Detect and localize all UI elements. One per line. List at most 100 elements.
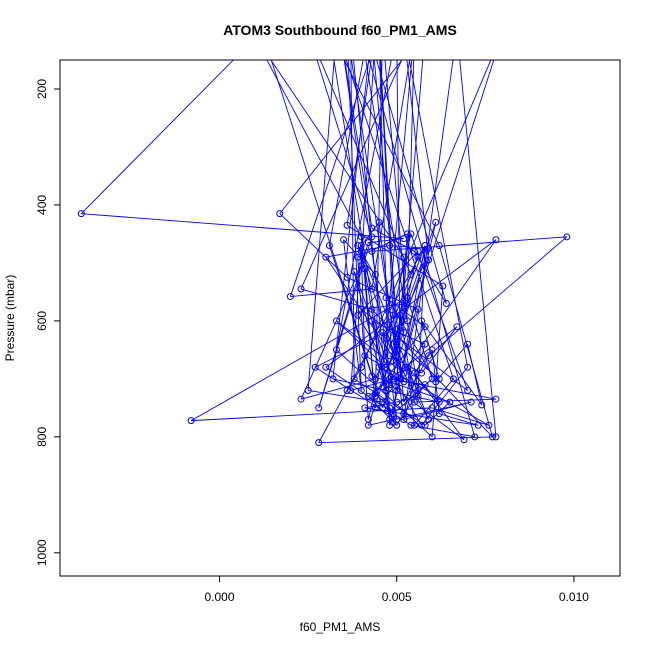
data-point: [435, 410, 443, 418]
data-point: [396, 311, 404, 319]
data-point: [386, 404, 394, 412]
data-point: [432, 218, 440, 226]
data-point: [315, 404, 323, 412]
data-point: [393, 357, 401, 365]
data-point: [400, 378, 408, 386]
series-line-segment: [428, 236, 568, 357]
y-tick-label: 600: [35, 311, 49, 331]
series-line-segment: [389, 378, 497, 400]
data-point: [386, 375, 394, 383]
data-point: [389, 410, 397, 418]
series-line-segment: [389, 384, 465, 441]
series-line-segment: [346, 224, 444, 287]
data-point: [464, 363, 472, 371]
data-point: [410, 398, 418, 406]
data-point: [563, 233, 571, 241]
data-point: [403, 317, 411, 325]
series-line-segment: [357, 257, 369, 420]
data-point: [371, 392, 379, 400]
data-point: [297, 285, 305, 293]
data-point: [414, 392, 422, 400]
series-line-segment: [365, 60, 419, 391]
data-point: [379, 398, 387, 406]
series-line-segment: [410, 424, 475, 438]
series-line-segment: [378, 366, 405, 383]
series-line-segment: [375, 259, 430, 380]
data-point: [442, 300, 450, 308]
data-point: [393, 386, 401, 394]
data-point: [400, 253, 408, 261]
series-line-segment: [308, 390, 383, 403]
data-point: [343, 273, 351, 281]
series-points: [77, 210, 571, 447]
series-line-segment: [375, 326, 426, 394]
data-point: [325, 242, 333, 250]
data-point: [474, 421, 482, 429]
series-line-segment: [353, 271, 394, 423]
series-line-segment: [300, 265, 362, 400]
data-point: [361, 404, 369, 412]
series-line-segment: [266, 60, 362, 238]
data-point: [418, 421, 426, 429]
x-tick-label: 0.005: [382, 590, 412, 604]
series-line-segment: [421, 326, 458, 374]
data-point: [382, 334, 390, 342]
data-point: [425, 256, 433, 264]
data-point: [357, 363, 365, 371]
y-tick-label: 1000: [35, 539, 49, 566]
series-line-segment: [81, 213, 404, 240]
data-point: [368, 317, 376, 325]
data-point: [357, 247, 365, 255]
data-point: [347, 386, 355, 394]
data-point: [464, 386, 472, 394]
data-point: [410, 247, 418, 255]
series-line-segment: [318, 436, 496, 444]
data-point: [389, 311, 397, 319]
y-tick-label: 800: [35, 427, 49, 447]
series-line-segment: [399, 245, 426, 379]
data-point: [403, 230, 411, 238]
data-point: [425, 352, 433, 360]
series-line-segment: [336, 60, 392, 350]
data-point: [485, 421, 493, 429]
series-line-segment: [300, 378, 376, 400]
data-point: [382, 294, 390, 302]
data-point: [393, 340, 401, 348]
series-line-segment: [421, 320, 483, 406]
data-point: [418, 369, 426, 377]
data-point: [414, 247, 422, 255]
series-line-segment: [279, 213, 348, 278]
data-point: [403, 294, 411, 302]
series-line-segment: [406, 60, 415, 304]
data-point: [464, 340, 472, 348]
data-point: [350, 375, 358, 383]
series-line-segment: [396, 395, 419, 403]
data-point: [410, 369, 418, 377]
data-point: [368, 285, 376, 293]
data-point: [375, 363, 383, 371]
series-line-segment: [396, 343, 440, 380]
series-line-segment: [350, 378, 394, 391]
series-line-segment: [459, 60, 497, 437]
series-line-segment: [344, 60, 373, 229]
series-line-segment: [289, 60, 370, 297]
series-line-segment: [371, 236, 567, 252]
data-point: [421, 340, 429, 348]
series-line-segment: [403, 60, 454, 420]
series-line-segment: [325, 245, 390, 258]
data-point: [421, 242, 429, 250]
series-line-segment: [424, 401, 451, 426]
series-line-segment: [80, 60, 234, 214]
series-line-segment: [368, 326, 458, 397]
series-line-segment: [357, 251, 419, 316]
series-line-segment: [343, 239, 376, 275]
data-point: [382, 363, 390, 371]
series-line-segment: [345, 60, 454, 380]
data-point: [322, 363, 330, 371]
y-axis-label: Pressure (mbar): [3, 275, 17, 362]
data-point: [361, 352, 369, 360]
data-point: [379, 328, 387, 336]
data-point: [407, 271, 415, 279]
series-line-segment: [316, 60, 373, 237]
